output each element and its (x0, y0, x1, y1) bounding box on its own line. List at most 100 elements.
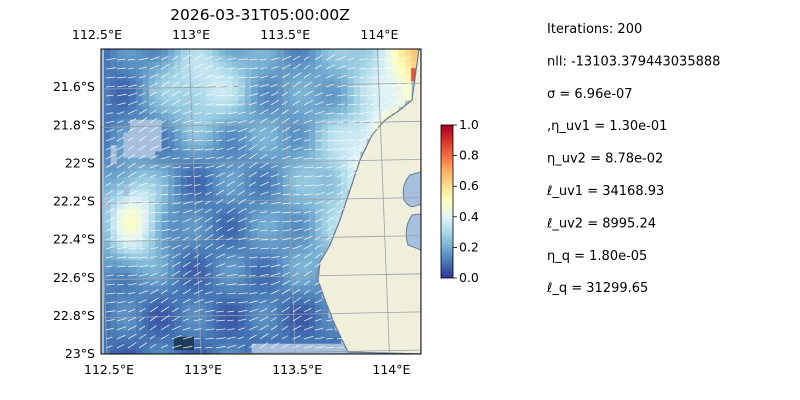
heat-cell (212, 189, 220, 197)
heat-cell (276, 202, 284, 210)
heat-cell (315, 292, 322, 299)
current-vector (292, 315, 302, 322)
current-vector (248, 76, 259, 79)
heat-cell (180, 285, 188, 293)
heat-cell (238, 125, 246, 133)
heat-cell (296, 253, 303, 261)
heat-cell (193, 170, 201, 178)
current-vector (116, 317, 127, 322)
current-vector (292, 253, 302, 259)
heat-cell (283, 113, 290, 120)
current-vector (270, 211, 281, 214)
heat-cell (123, 279, 130, 287)
heat-cell (308, 113, 316, 120)
heat-cell (251, 266, 258, 274)
heat-cell (238, 151, 246, 159)
current-vector (138, 100, 147, 106)
heat-cell (148, 106, 156, 114)
heat-cell (289, 241, 297, 248)
heat-cell (257, 49, 265, 56)
current-vector (325, 64, 335, 70)
heat-cell (244, 100, 252, 107)
heat-cell (104, 330, 111, 338)
heat-cell (244, 55, 252, 63)
current-vector (314, 148, 323, 151)
heat-cell (270, 55, 278, 63)
current-vector (127, 317, 137, 322)
x-tick-labels-top: 112.5°E 113°E 113.5°E 114°E (72, 27, 398, 42)
heat-cell (187, 266, 194, 274)
heat-cell (257, 177, 265, 184)
heat-cell (238, 317, 246, 325)
current-vector (182, 175, 192, 178)
heat-cell (302, 74, 310, 82)
current-vector (281, 155, 291, 160)
current-vector (336, 156, 347, 160)
heat-cell (104, 337, 111, 344)
heat-cell (270, 324, 278, 331)
heat-cell (116, 241, 124, 248)
heat-cell (187, 61, 194, 69)
current-vector (116, 190, 124, 196)
heat-cell (308, 266, 316, 274)
heat-cell (206, 292, 214, 299)
heat-cell (308, 279, 316, 287)
heat-cell (148, 247, 156, 255)
current-vector (314, 139, 324, 142)
heat-cell (161, 253, 169, 261)
current-vector (116, 136, 125, 142)
current-vector (127, 190, 137, 196)
current-vector (292, 306, 302, 313)
current-vector (171, 109, 181, 115)
heat-cell (110, 170, 118, 178)
heat-cell (142, 241, 150, 248)
heat-cell (238, 260, 246, 267)
current-vector (259, 127, 267, 133)
current-vector (358, 128, 369, 133)
current-vector (226, 85, 234, 88)
heat-cell (251, 292, 258, 299)
current-vector (116, 128, 124, 133)
current-vector (259, 265, 270, 268)
heat-cell (219, 215, 226, 223)
heat-cell (340, 189, 348, 197)
heat-cell (123, 247, 130, 255)
heat-cell (289, 68, 297, 75)
current-vector (149, 154, 159, 160)
current-vector (193, 200, 203, 205)
y-tick-labels: 21.6°S21.8°S22°S22.2°S22.4°S22.6°S22.8°S… (53, 79, 95, 361)
heat-cell (347, 100, 354, 107)
current-vector (182, 129, 193, 133)
heat-cell (289, 279, 297, 287)
heat-cell (321, 221, 329, 229)
current-vector (303, 175, 314, 178)
heat-cell (200, 285, 207, 293)
heat-cell (296, 132, 303, 139)
current-vector (127, 220, 135, 223)
heat-cell (315, 337, 322, 344)
current-vector (314, 200, 325, 205)
heat-cell (366, 87, 374, 95)
current-vector (171, 65, 178, 70)
heat-cell (328, 177, 335, 184)
heat-cell (264, 170, 271, 178)
heat-cell (328, 125, 335, 133)
heat-cell (257, 196, 265, 203)
current-vector (303, 139, 311, 142)
heat-cell (123, 298, 130, 306)
heat-cell (270, 164, 278, 171)
heat-cell (148, 241, 156, 248)
heat-cell (296, 68, 303, 75)
current-vector (215, 112, 226, 115)
heat-cell (174, 247, 182, 255)
heat-cell (187, 68, 194, 75)
heat-cell (212, 125, 220, 133)
heat-cell (206, 337, 214, 344)
heat-cell (180, 189, 188, 197)
current-vector (281, 184, 290, 187)
heat-cell (161, 337, 169, 344)
current-vector (259, 342, 269, 349)
heat-cell (110, 138, 118, 146)
heat-cell (296, 241, 303, 248)
heat-cell (334, 125, 342, 133)
